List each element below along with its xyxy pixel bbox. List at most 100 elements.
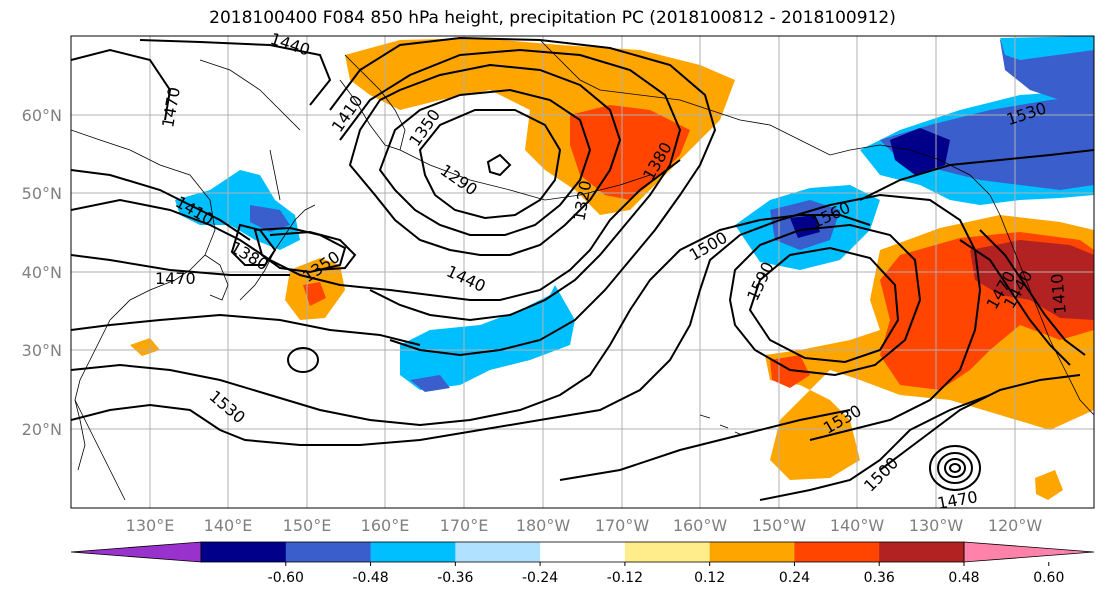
lon-label: 120°W	[988, 516, 1043, 535]
contour-label: 1410	[1047, 273, 1069, 315]
height-contours	[71, 36, 1094, 501]
contour-1500-south	[759, 394, 991, 501]
neg-region-alaska-north-light	[1000, 36, 1094, 60]
contour-ring-3	[943, 458, 967, 478]
lon-axis: 130°E 140°E 150°E 160°E 170°E 180°W 170°…	[126, 516, 1043, 535]
lon-label: 150°W	[752, 516, 807, 535]
contour-1350-main	[269, 230, 357, 271]
lon-label: 140°W	[830, 516, 885, 535]
coastlines	[71, 39, 1094, 501]
contour-1530-se	[559, 409, 851, 481]
lat-label: 50°N	[22, 184, 62, 203]
contour-1410-a	[71, 169, 251, 241]
neg-region-central-pacific-max	[790, 215, 820, 238]
colorbar-segment	[540, 542, 626, 562]
contour-1470-b	[71, 313, 421, 346]
colorbar-segment	[624, 542, 711, 562]
coast-asia	[71, 129, 216, 501]
colorbar-tick-label: -0.48	[352, 570, 388, 586]
coast-sakhalin	[269, 149, 281, 201]
contour-1260-core	[486, 153, 512, 177]
coast-north-america	[989, 194, 1094, 416]
contour-ring-2	[936, 452, 974, 484]
colorbar-tick-label: -0.36	[437, 570, 473, 586]
lon-label: 170°E	[440, 516, 489, 535]
colorbar-tick-label: 0.12	[694, 570, 725, 586]
lat-label: 20°N	[22, 420, 62, 439]
neg-region-japan-sea-core	[250, 205, 290, 232]
coast-japan	[239, 204, 316, 301]
colorbar-extend-high	[963, 541, 1095, 563]
colorbar-segment	[709, 542, 795, 562]
pos-region-japan-core	[303, 282, 326, 306]
contour-1470-east	[879, 374, 1081, 471]
coast-kamchatka	[339, 54, 406, 151]
contour-1530-main	[71, 193, 982, 446]
lon-label: 170°W	[595, 516, 650, 535]
lon-label: 180°W	[516, 516, 571, 535]
lon-label: 150°E	[283, 516, 332, 535]
colorbar-segment	[455, 542, 541, 562]
contour-1320	[378, 88, 592, 236]
lat-label: 30°N	[22, 341, 62, 360]
contour-label: 1470	[155, 269, 196, 288]
contour-ring-4	[948, 463, 962, 473]
contour-ring-1	[928, 445, 982, 491]
contour-1290	[418, 109, 562, 220]
contour-1470-a	[71, 254, 290, 276]
neg-region-gulf-alaska-core	[890, 128, 950, 175]
colorbar-segment	[879, 542, 965, 562]
lon-label: 130°E	[126, 516, 175, 535]
lat-label: 60°N	[22, 106, 62, 125]
pos-region-east-pacific-max	[970, 240, 1094, 320]
contour-1560	[728, 223, 922, 377]
colorbar-tick-label: 0.48	[948, 570, 979, 586]
colorbar-tick-label: -0.12	[607, 570, 643, 586]
coast-philippines	[74, 399, 86, 471]
colorbar-segment	[285, 542, 372, 562]
contour-1350-a	[253, 226, 347, 274]
contour-1380-b	[339, 48, 682, 322]
neg-region-subtropical-core	[410, 375, 450, 392]
lon-label: 140°E	[204, 516, 253, 535]
colorbar-segment	[794, 542, 880, 562]
plot-frame	[70, 35, 1095, 509]
colorbar-tick-label: 0.60	[1033, 570, 1064, 586]
pos-region-southeast	[1035, 470, 1063, 500]
lon-label: 130°W	[909, 516, 964, 535]
contour-east-lows-2	[979, 229, 1086, 356]
colorbar-tick-label: -0.24	[522, 570, 558, 586]
colorbar-segment	[201, 542, 287, 562]
pos-region-south-china	[130, 338, 160, 356]
colorbar: -0.60 -0.48 -0.36 -0.24 -0.12 0.12 0.24 0.36 0.4…	[70, 541, 1095, 586]
contour-small-low	[286, 347, 320, 373]
coast-korea	[204, 254, 229, 301]
contour-1590	[748, 246, 900, 364]
colorbar-frame	[200, 541, 965, 563]
gridlines	[71, 36, 1094, 508]
pos-region-north-pacific-core	[570, 105, 690, 200]
coast-okhotsk	[199, 59, 301, 131]
contour-1440-n	[139, 39, 332, 106]
lat-axis: 60°N 50°N 40°N 30°N 20°N	[22, 106, 62, 439]
lon-label: 160°W	[673, 516, 728, 535]
coast-alaska	[539, 39, 991, 196]
contour-1500-east	[859, 149, 1094, 201]
contour-1500-main	[71, 214, 871, 427]
contour-1350-b	[348, 63, 622, 256]
contour-east-lows	[959, 239, 1071, 366]
colorbar-tick-label: 0.24	[779, 570, 810, 586]
colorbar-tick-label: 0.36	[864, 570, 895, 586]
colorbar-extend-low	[70, 541, 202, 563]
neg-region-subtropical	[400, 285, 575, 390]
map-title: 2018100400 F084 850 hPa height, precipit…	[209, 8, 896, 28]
lon-label: 160°E	[361, 516, 410, 535]
colorbar-segment	[370, 542, 456, 562]
contour-1470-nw	[71, 48, 172, 121]
colorbar-tick-label: -0.60	[268, 570, 304, 586]
contour-1440-mid	[71, 159, 681, 301]
lat-label: 40°N	[22, 263, 62, 282]
contour-1410-b	[329, 36, 717, 357]
coast-aleutians	[399, 149, 651, 201]
